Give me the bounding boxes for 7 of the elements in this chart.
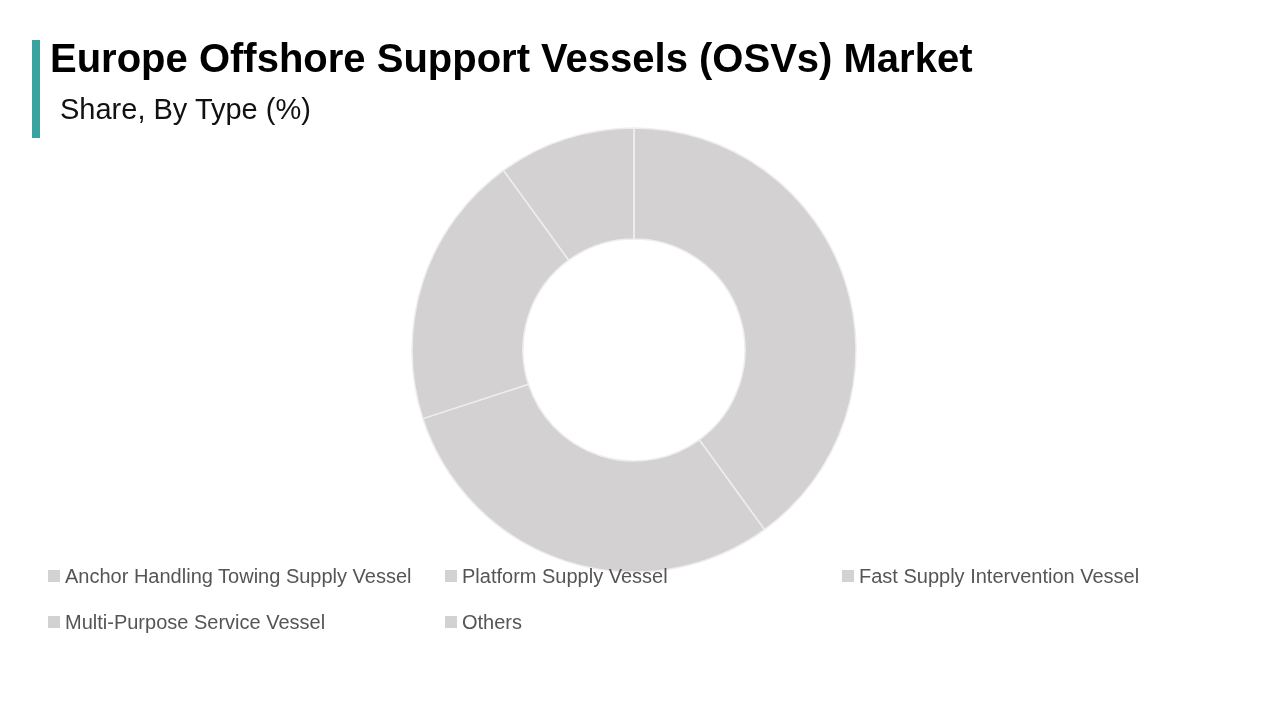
legend-label: Anchor Handling Towing Supply Vessel (65, 565, 412, 587)
legend-label: Multi-Purpose Service Vessel (65, 611, 326, 633)
chart-title: Europe Offshore Support Vessels (OSVs) Market (50, 36, 973, 80)
legend-label: Others (462, 611, 523, 633)
chart-subtitle: Share, By Type (%) (60, 93, 311, 125)
legend-label: Platform Supply Vessel (462, 565, 668, 587)
legend-label: Fast Supply Intervention Vessel (859, 565, 1140, 587)
